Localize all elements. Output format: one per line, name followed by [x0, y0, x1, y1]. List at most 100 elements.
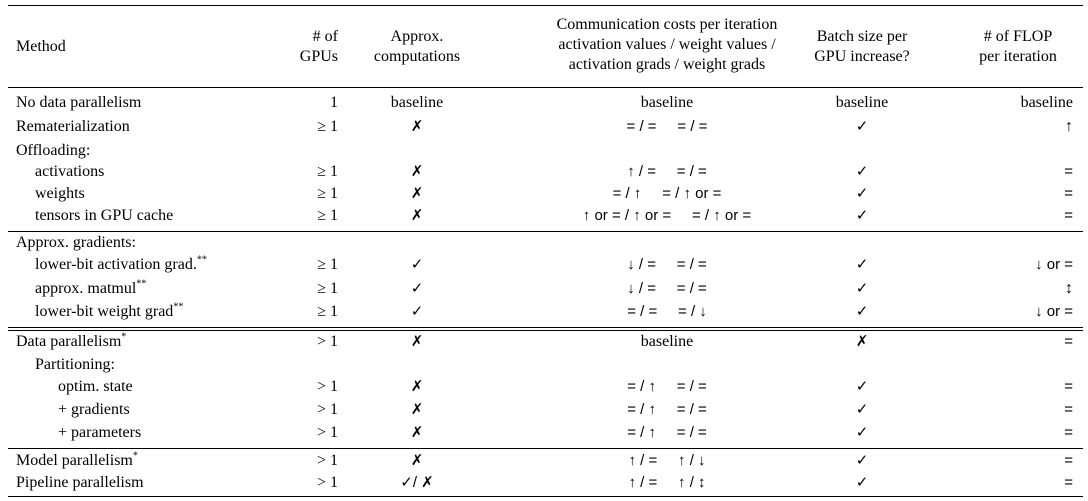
row-batch: ✓ [855, 163, 869, 180]
row-batch: ✓ [855, 280, 869, 297]
row-gpus: ≥ 1 [317, 207, 338, 224]
row-method-label: + gradients [58, 401, 130, 418]
row-method-label: approx. matmul [35, 280, 137, 297]
row-method: Partitioning: [35, 355, 115, 375]
row-flop: = [1064, 474, 1073, 491]
bottom-rule [8, 496, 1083, 497]
row-method-label: Model parallelism [16, 452, 133, 469]
row-comm: ↓ / = = / = [627, 256, 707, 273]
row-method: Data parallelism* [16, 332, 126, 352]
row-batch: baseline [835, 94, 889, 111]
row-flop: baseline [1020, 94, 1073, 111]
row-method: Approx. gradients: [16, 233, 136, 253]
row-flop: = [1064, 163, 1073, 180]
row-method: Pipeline parallelism [16, 473, 144, 493]
row-flop: = [1064, 452, 1073, 469]
row-method-label: lower-bit activation grad. [35, 256, 197, 273]
row-comm: = / ↑ = / = [627, 424, 707, 441]
header-flop: # of FLOP per iteration [979, 28, 1057, 65]
row-method: weights [35, 184, 85, 204]
row-batch: ✓ [855, 256, 869, 273]
row-method: tensors in GPU cache [35, 206, 173, 226]
row-method-label: No data parallelism [16, 94, 142, 111]
group-rule-2b [8, 330, 1083, 331]
header-method: Method [16, 38, 66, 55]
row-method-footnote: * [121, 331, 127, 343]
row-method-label: Rematerialization [16, 118, 130, 135]
row-approx: ✓ [410, 280, 424, 297]
row-batch: ✓ [855, 452, 869, 469]
row-comm: = / ↑ = / = [627, 401, 707, 418]
row-method: optim. state [58, 377, 133, 397]
row-approx: ✗ [410, 401, 424, 418]
row-approx: ✗ [410, 163, 424, 180]
row-approx: ✗ [410, 118, 424, 135]
row-approx: ✗ [410, 378, 424, 395]
row-flop: ↕ [1065, 280, 1073, 297]
row-comm: = / ↑ = / ↑ or = [612, 185, 722, 202]
row-method-label: Offloading: [16, 142, 91, 159]
row-flop: ↓ or = [1035, 303, 1073, 320]
row-method: lower-bit activation grad.** [35, 255, 207, 275]
row-method-footnote: ** [196, 254, 207, 266]
row-comm: ↓ / = = / = [627, 280, 707, 297]
row-method: activations [35, 162, 104, 182]
row-approx: ✗ [410, 333, 424, 350]
row-gpus: ≥ 1 [317, 280, 338, 297]
row-method-label: weights [35, 185, 85, 202]
row-batch: ✓ [855, 118, 869, 135]
row-comm: ↑ / = ↑ / ↕ [628, 474, 706, 491]
row-method: + parameters [58, 423, 141, 443]
row-gpus: > 1 [316, 378, 338, 395]
header-approx: Approx. computations [373, 28, 461, 65]
row-comm: ↑ / = ↑ / ↓ [628, 452, 706, 469]
row-method-label: + parameters [58, 424, 142, 441]
row-gpus: > 1 [316, 424, 338, 441]
group-rule-1 [8, 231, 1083, 232]
row-approx: ✓/ ✗ [400, 474, 434, 491]
row-flop: = [1064, 185, 1073, 202]
row-method-label: Partitioning: [35, 356, 115, 373]
row-batch: ✗ [855, 333, 869, 350]
row-method: lower-bit weight grad** [35, 302, 183, 322]
row-gpus: 1 [330, 94, 338, 111]
row-method-label: Approx. gradients: [16, 234, 136, 251]
row-batch: ✓ [855, 207, 869, 224]
row-batch: ✓ [855, 378, 869, 395]
row-approx: ✓ [410, 256, 424, 273]
row-gpus: > 1 [316, 452, 338, 469]
row-comm: baseline [640, 333, 694, 350]
row-comm: ↑ or = / ↑ or = = / ↑ or = [582, 207, 752, 224]
row-approx: ✗ [410, 452, 424, 469]
row-batch: ✓ [855, 401, 869, 418]
group-rule-3 [8, 448, 1083, 449]
row-method-label: Data parallelism [16, 333, 122, 350]
row-gpus: > 1 [316, 333, 338, 350]
row-comm: = / = = / = [626, 118, 708, 135]
row-approx: ✗ [410, 424, 424, 441]
row-approx: ✗ [410, 185, 424, 202]
row-method-label: optim. state [58, 378, 133, 395]
row-batch: ✓ [855, 424, 869, 441]
row-comm: = / ↑ = / = [627, 378, 707, 395]
row-approx: ✗ [410, 207, 424, 224]
row-gpus: ≥ 1 [317, 185, 338, 202]
row-flop: ↓ or = [1035, 256, 1073, 273]
row-batch: ✓ [855, 474, 869, 491]
row-method-footnote: * [132, 450, 138, 462]
header-comm: Communication costs per iteration activa… [556, 16, 778, 73]
row-method-label: lower-bit weight grad [35, 303, 174, 320]
row-approx: ✓ [410, 303, 424, 320]
row-flop: = [1064, 207, 1073, 224]
row-gpus: ≥ 1 [317, 163, 338, 180]
row-comm: = / = = / ↓ [627, 303, 707, 320]
row-flop: = [1064, 401, 1073, 418]
row-gpus: ≥ 1 [317, 303, 338, 320]
row-flop: = [1064, 424, 1073, 441]
row-batch: ✓ [855, 303, 869, 320]
row-method: approx. matmul** [35, 279, 146, 299]
top-rule [8, 5, 1083, 6]
row-comm: ↑ / = = / = [627, 163, 707, 180]
group-rule-2a [8, 327, 1083, 328]
row-method-footnote: ** [136, 278, 147, 290]
